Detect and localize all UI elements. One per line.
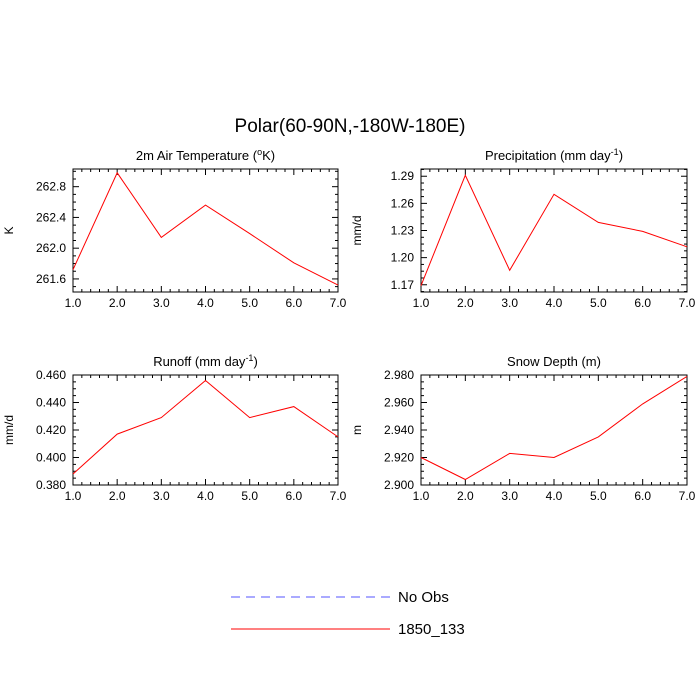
panel-title: 2m Air Temperature (oK) — [136, 147, 275, 163]
x-tick-label: 5.0 — [241, 489, 258, 503]
panel-title-main: Precipitation (mm day — [485, 148, 611, 163]
panel-title-sup: -1 — [245, 353, 253, 363]
x-tick-label: 2.0 — [109, 296, 126, 310]
series-line — [420, 174, 688, 286]
y-axis-label: mm/d — [350, 216, 364, 246]
y-tick-label: 0.380 — [36, 478, 66, 492]
x-tick-label: 4.0 — [546, 489, 563, 503]
x-tick-label: 2.0 — [457, 296, 474, 310]
y-tick-label: 262.8 — [36, 180, 66, 194]
y-tick-label: 1.17 — [391, 278, 415, 292]
x-tick-label: 6.0 — [634, 296, 651, 310]
x-tick-label: 3.0 — [501, 296, 518, 310]
panel-title-main: 2m Air Temperature ( — [136, 148, 258, 163]
panels: 2m Air Temperature (oK)1.0 2.0 3.0 4.0 5.0 6.… — [2, 147, 696, 503]
panel-1: 2m Air Temperature (oK) 1.0 2.0 3.0 4.0 5.0 6.… — [2, 147, 347, 310]
y-tick-label: 1.20 — [391, 251, 415, 265]
x-tick-label: 2.0 — [109, 489, 126, 503]
x-tick-label: 1.0 — [65, 489, 82, 503]
plot-frame — [72, 168, 339, 293]
x-tick-label: 1.0 — [413, 296, 430, 310]
panel-title-sup: o — [257, 147, 262, 157]
x-tick-label: 3.0 — [153, 296, 170, 310]
series-line — [72, 171, 339, 286]
y-axis-label: m — [350, 425, 364, 435]
panel-title-end: ) — [619, 148, 623, 163]
y-tick-label: 261.6 — [36, 272, 66, 286]
y-tick-label: 0.420 — [36, 423, 66, 437]
x-tick-label: 4.0 — [197, 296, 214, 310]
legend-label-1: No Obs — [398, 589, 449, 606]
figure-title: Polar(60-90N,-180W-180E) — [235, 116, 466, 137]
y-tick-label: 0.440 — [36, 396, 66, 410]
y-tick-label: 2.940 — [384, 423, 414, 437]
y-axis-label: mm/d — [2, 415, 16, 445]
x-tick-label: 7.0 — [330, 296, 347, 310]
y-axis-label: K — [2, 226, 16, 234]
panel-title-end: K) — [262, 148, 275, 163]
x-tick-label: 3.0 — [153, 489, 170, 503]
panel-title-sup: -1 — [611, 147, 619, 157]
x-tick-label: 5.0 — [241, 296, 258, 310]
y-tick-label: 0.460 — [36, 368, 66, 382]
y-tick-label: 2.920 — [384, 451, 414, 465]
panel-title-main: Snow Depth (m) — [507, 354, 601, 369]
panel-title-end: ) — [253, 354, 257, 369]
panel-title-main: Runoff (mm day — [153, 354, 246, 369]
x-tick-label: 5.0 — [590, 296, 607, 310]
plot-frame — [72, 374, 339, 486]
x-tick-label: 6.0 — [285, 489, 302, 503]
x-tick-label: 5.0 — [590, 489, 607, 503]
x-tick-label: 1.0 — [413, 489, 430, 503]
y-tick-label: 2.980 — [384, 368, 414, 382]
plot-frame — [420, 374, 688, 486]
x-tick-label: 4.0 — [197, 489, 214, 503]
x-tick-label: 3.0 — [501, 489, 518, 503]
series-line — [420, 375, 688, 481]
legend-label-2: 1850_133 — [398, 621, 465, 638]
y-tick-label: 1.29 — [391, 169, 415, 183]
series-line — [72, 379, 339, 475]
y-tick-label: 0.400 — [36, 451, 66, 465]
y-tick-label: 1.23 — [391, 224, 415, 238]
panel-4: Snow Depth (m) 1.0 2.0 3.0 4.0 5.0 6.0 7.0 2.900… — [350, 354, 696, 503]
legend: No Obs 1850_133 — [231, 589, 465, 638]
x-tick-label: 6.0 — [285, 296, 302, 310]
panel-2: Precipitation (mm day-1) 1.0 2.0 3.0 4.0 5.0 6… — [350, 147, 696, 310]
x-tick-label: 6.0 — [634, 489, 651, 503]
panel-title: Precipitation (mm day-1) — [485, 147, 623, 163]
x-tick-label: 7.0 — [330, 489, 347, 503]
x-tick-label: 1.0 — [65, 296, 82, 310]
panel-title: Runoff (mm day-1) — [153, 353, 258, 369]
panel-3: Runoff (mm day-1) 1.0 2.0 3.0 4.0 5.0 6.0 7.0 0.… — [2, 353, 347, 503]
y-tick-label: 2.960 — [384, 396, 414, 410]
x-tick-label: 7.0 — [679, 489, 696, 503]
y-tick-label: 1.26 — [391, 196, 415, 210]
x-tick-label: 4.0 — [546, 296, 563, 310]
y-tick-label: 262.4 — [36, 210, 66, 224]
y-tick-label: 262.0 — [36, 241, 66, 255]
x-tick-label: 7.0 — [679, 296, 696, 310]
x-tick-label: 2.0 — [457, 489, 474, 503]
y-tick-label: 2.900 — [384, 478, 414, 492]
panel-title: Snow Depth (m) — [507, 354, 601, 369]
